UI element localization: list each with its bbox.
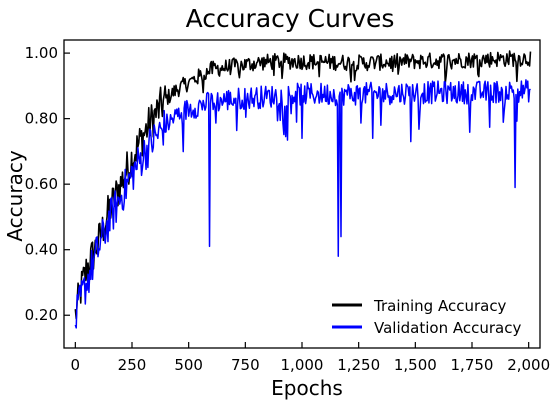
- x-axis-title: Epochs: [271, 376, 343, 400]
- x-tick-label: 2,000: [507, 356, 550, 374]
- x-tick-label: 1,500: [394, 356, 437, 374]
- y-axis-title: Accuracy: [3, 150, 27, 241]
- x-tick-label: 750: [231, 356, 260, 374]
- x-tick-label: 1,000: [281, 356, 324, 374]
- validation-accuracy-line: [74, 79, 531, 329]
- y-tick-label: 0.20: [25, 306, 58, 324]
- training-accuracy-line: [74, 50, 532, 320]
- legend-label-validation: Validation Accuracy: [374, 319, 521, 337]
- y-tick-label: 1.00: [25, 44, 58, 62]
- y-tick-label: 0.60: [25, 175, 58, 193]
- legend-label-training: Training Accuracy: [373, 297, 507, 315]
- y-tick-label: 0.40: [25, 241, 58, 259]
- legend: Training Accuracy Validation Accuracy: [332, 297, 521, 337]
- x-tick-label: 0: [71, 356, 81, 374]
- x-tick-label: 1,750: [451, 356, 494, 374]
- chart-title: Accuracy Curves: [186, 4, 395, 33]
- x-tick-label: 500: [174, 356, 203, 374]
- series-layer: [74, 50, 532, 329]
- y-tick-label: 0.80: [25, 110, 58, 128]
- x-tick-label: 250: [118, 356, 147, 374]
- y-axis-ticks: 0.20 0.40 0.60 0.80 1.00: [25, 44, 70, 324]
- x-axis-ticks: 0 250 500 750 1,000 1,250 1,500 1,750 2,000: [71, 342, 550, 374]
- x-tick-label: 1,250: [337, 356, 380, 374]
